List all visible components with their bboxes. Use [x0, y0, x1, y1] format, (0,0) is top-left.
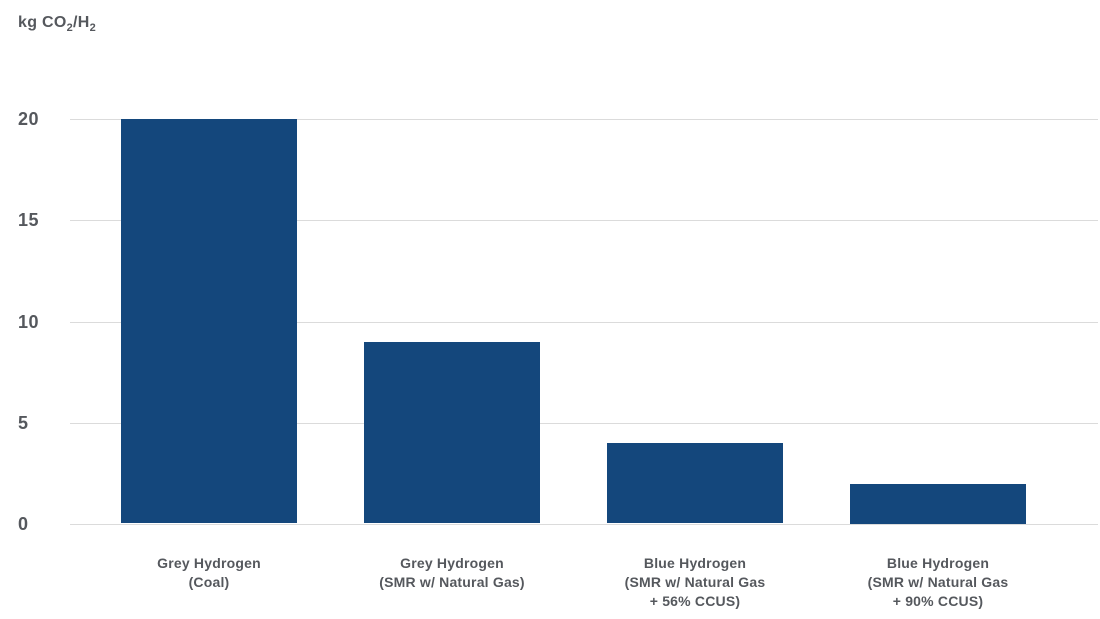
x-axis-label-1: Grey Hydrogen (SMR w/ Natural Gas) [379, 555, 525, 590]
x-axis-label-3: Blue Hydrogen (SMR w/ Natural Gas + 90% … [867, 555, 1009, 609]
y-tick-label-15: 15 [18, 210, 40, 230]
y-tick-label-10: 10 [18, 312, 40, 332]
bar-3 [850, 484, 1026, 524]
unit-subscript: 2 [66, 22, 74, 34]
gridline-20 [70, 119, 1098, 120]
y-tick-label-20: 20 [18, 109, 40, 129]
gridline-5 [70, 423, 1098, 424]
unit-subscript: 2 [89, 22, 97, 34]
x-axis-label-0: Grey Hydrogen (Coal) [157, 555, 261, 590]
bar-1 [364, 342, 540, 523]
gridline-0 [70, 524, 1098, 525]
y-tick-label-5: 5 [18, 413, 29, 433]
y-axis-unit-label: kg CO2/H2 [18, 14, 97, 34]
unit-text: /H [73, 14, 90, 31]
unit-text: kg CO [18, 14, 67, 31]
bar-2 [607, 443, 783, 523]
gridline-10 [70, 322, 1098, 323]
y-tick-label-0: 0 [18, 514, 29, 534]
gridline-15 [70, 220, 1098, 221]
x-axis-label-2: Blue Hydrogen (SMR w/ Natural Gas + 56% … [624, 555, 766, 609]
bar-0 [121, 119, 297, 523]
